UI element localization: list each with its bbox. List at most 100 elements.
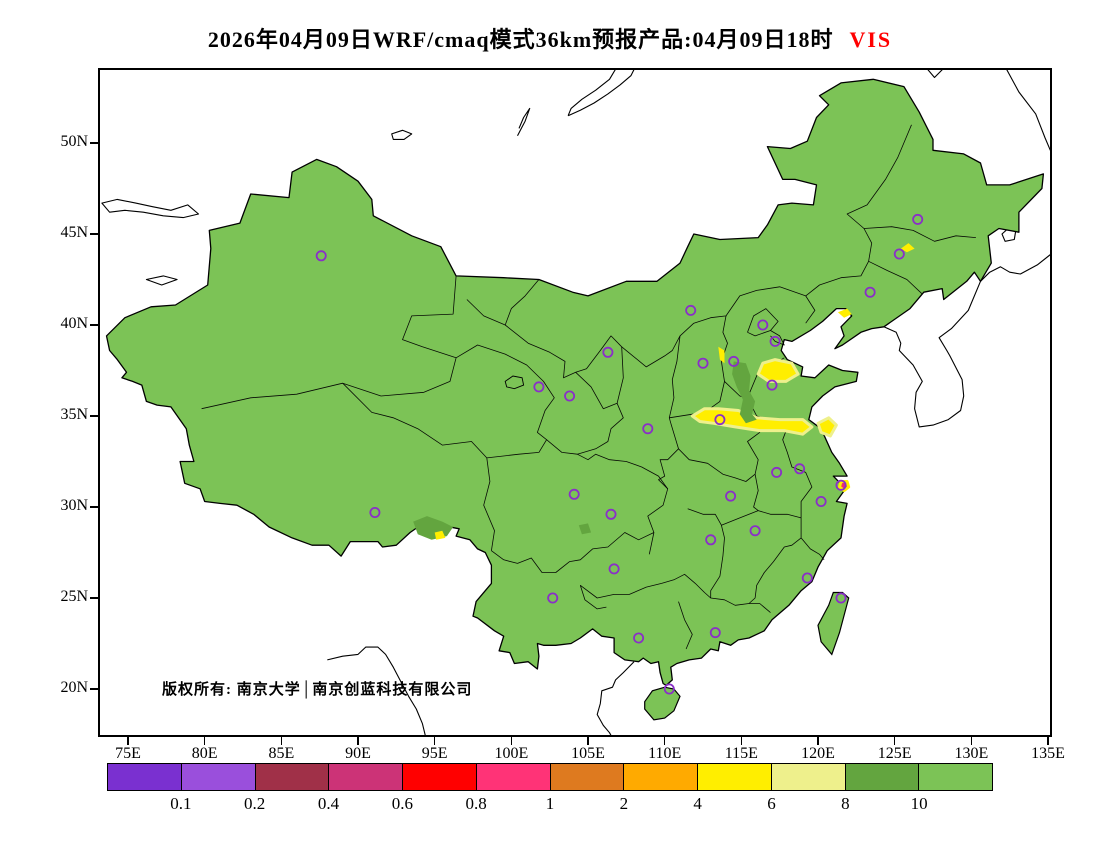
lake-balkhash [101,198,200,219]
city-marker [714,414,726,426]
province-border [546,439,669,490]
colorbar-boundary-label: 4 [693,794,702,813]
colorbar-segment-5 [476,764,551,790]
city-marker [697,357,709,369]
province-borders [201,124,976,650]
lat-tick-label: 40N [60,315,88,332]
province-border [455,344,555,459]
city-marker [835,479,847,491]
lat-tick-label: 45N [60,224,88,241]
title-text: 2026年04月09日WRF/cmaq模式36km预报产品:04月09日18时 [207,27,834,52]
province-border [342,382,495,551]
colorbar-boundary-label: 0.6 [391,794,413,813]
lake-baikal [567,70,635,117]
city-marker [769,335,781,347]
lon-tick-label: 135E [1031,745,1065,762]
page-title: 2026年04月09日WRF/cmaq模式36km预报产品:04月09日18时 V… [0,22,1100,54]
lat-axis-tick [90,688,98,690]
lon-axis-tick [510,737,513,745]
vis-patch-level-0.8-1 [838,480,851,493]
city-marker [749,525,761,537]
province-border [748,537,802,604]
province-border [868,260,923,295]
city-marker [801,572,813,584]
lon-tick-label: 90E [345,745,371,762]
city-marker [766,379,778,391]
colorbar-boundary-label: 10 [910,794,928,813]
coast-bengal [327,646,426,735]
city-marker [815,495,827,507]
colorbar-segment-0 [108,764,182,790]
city-marker [835,592,847,604]
vis-patch-level-4-6 [718,346,725,364]
lon-axis-tick [817,737,819,745]
city-marker [369,506,381,518]
vis-patch-level-4-6 [756,358,800,383]
province-border [466,279,540,326]
lat-tick-label: 35N [60,406,88,423]
city-marker [564,390,576,402]
province-border [747,308,779,337]
city-marker [893,248,905,260]
province-border [577,403,624,455]
province-border [201,275,457,410]
city-marker [642,423,654,435]
lake-zeya [927,70,943,79]
vis-patch-level-4-6 [434,530,446,540]
province-border [863,226,976,242]
lat-tick-label: 20N [60,679,88,696]
city-marker [794,463,806,475]
city-marker [709,627,721,639]
lake-khovsgol [517,107,531,136]
city-marker [685,304,697,316]
lon-axis-tick [280,737,283,745]
colorbar-boundary-label: 0.2 [244,794,266,813]
colorbar-segment-10 [845,764,920,790]
city-marker [864,286,876,298]
province-border [710,525,725,598]
colorbar-boundary-label: 0.1 [170,794,192,813]
lat-axis-tick [90,324,98,326]
lon-tick-label: 80E [191,745,218,762]
lon-tick-label: 100E [494,745,529,762]
vis-patch-level-4-6 [837,308,852,318]
colorbar-boundary-label: 6 [767,794,776,813]
lat-tick-label: 25N [60,588,88,605]
lon-tick-label: 130E [954,745,989,762]
lon-axis-tick [970,737,973,745]
map-plot-frame: 版权所有: 南京大学│南京创蓝科技有限公司 [98,68,1052,737]
province-border [678,601,693,650]
colorbar-segment-6 [550,764,625,790]
lon-tick-label: 110E [648,745,682,762]
lon-tick-label: 105E [571,745,605,762]
province-border [647,423,679,555]
city-markers [315,213,924,695]
lon-axis-tick [587,737,589,745]
vis-patch-level-8-10 [578,523,592,535]
province-border [575,346,624,410]
city-marker [633,632,645,644]
city-marker [705,534,717,546]
lat-axis-tick [90,597,98,599]
city-marker [725,490,737,502]
colorbar-segment-3 [329,764,403,790]
lon-axis-tick [433,737,436,745]
lon-axis-tick [740,737,743,745]
colorbar-segment-1 [181,764,256,790]
city-marker [568,488,580,500]
lat-axis-tick [90,233,98,235]
hainan-island [644,686,681,721]
lat-axis-tick [90,142,98,144]
title-variable-label: VIS [849,27,893,52]
lon-axis-tick [893,737,896,745]
city-marker [771,466,783,478]
city-marker [663,683,675,695]
province-border [687,508,802,526]
city-marker [608,563,620,575]
city-marker [547,592,559,604]
lon-tick-label: 95E [421,745,448,762]
colorbar-segment-7 [624,764,698,790]
province-border [805,295,816,324]
vis-patch-level-4-6 [900,243,915,253]
coast-korea [883,281,982,428]
